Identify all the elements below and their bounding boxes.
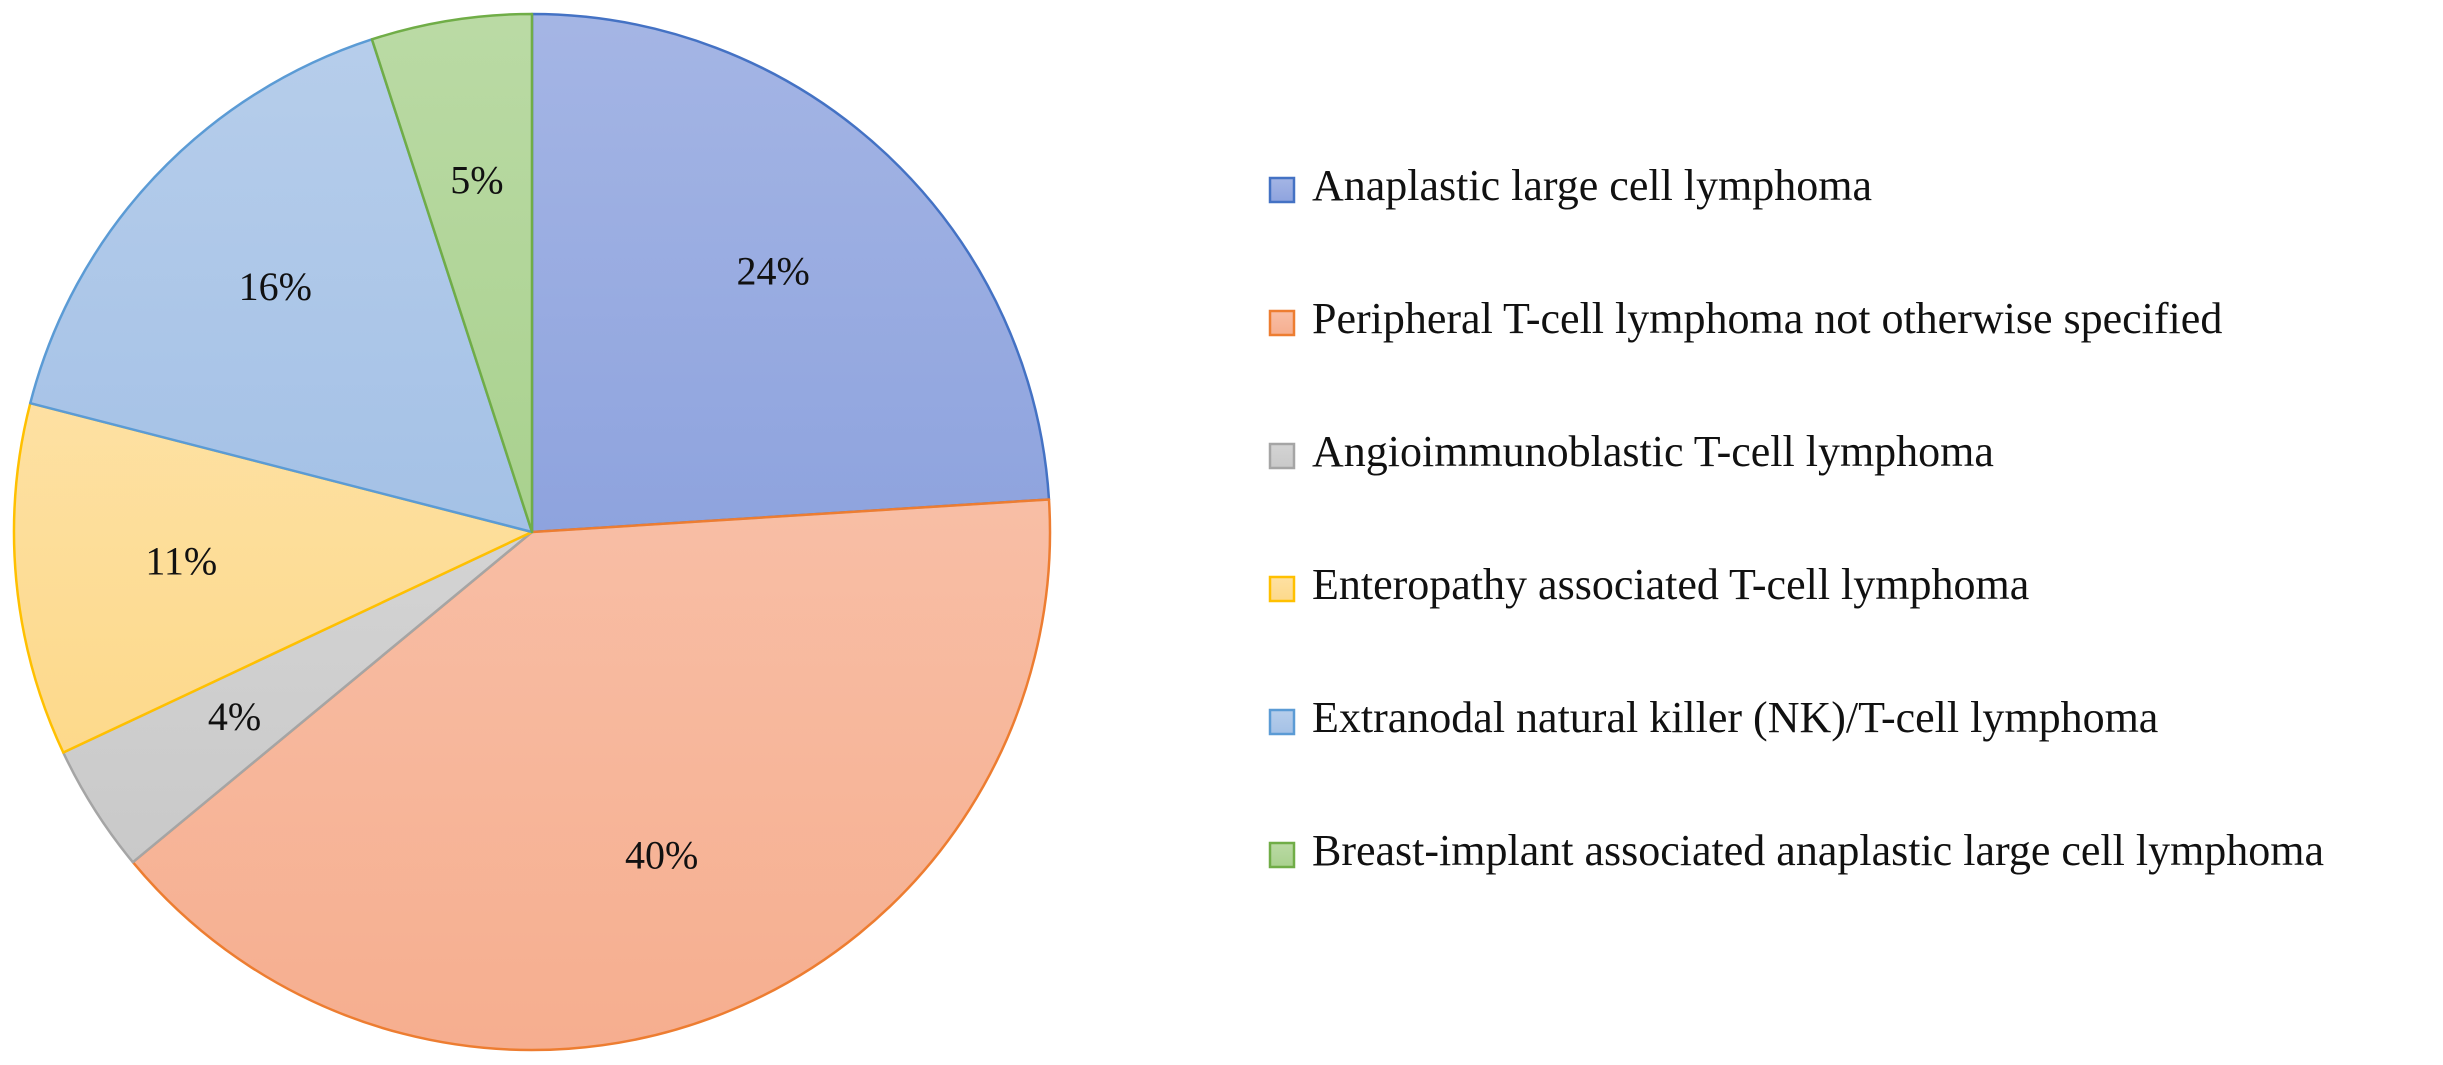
legend-item-peripheral-t-cell-lymphoma-not-otherwise-specified: Peripheral T-cell lymphoma not otherwise…	[1268, 294, 2222, 343]
legend-swatch-breast-implant-associated-anaplastic-large-cell-lymphoma	[1268, 841, 1296, 869]
slice-data-label-enteropathy-associated-t-cell-lymphoma: 11%	[145, 538, 217, 583]
slice-data-label-breast-implant-associated-anaplastic-large-cell-lymphoma: 5%	[450, 157, 503, 202]
slice-data-label-extranodal-natural-killer-nk-t-cell-lymphoma: 16%	[239, 264, 312, 309]
legend-item-enteropathy-associated-t-cell-lymphoma: Enteropathy associated T-cell lymphoma	[1268, 560, 2029, 609]
slice-data-label-anaplastic-large-cell-lymphoma: 24%	[736, 248, 809, 293]
legend-item-angioimmunoblastic-t-cell-lymphoma: Angioimmunoblastic T-cell lymphoma	[1268, 427, 1994, 476]
pie-slice-anaplastic-large-cell-lymphoma	[530, 12, 1051, 534]
pie-slice-peripheral-t-cell-lymphoma-not-otherwise-specified	[131, 498, 1052, 1052]
legend-item-extranodal-natural-killer-nk-t-cell-lymphoma: Extranodal natural killer (NK)/T-cell ly…	[1268, 693, 2158, 742]
legend-label-extranodal-natural-killer-nk-t-cell-lymphoma: Extranodal natural killer (NK)/T-cell ly…	[1312, 693, 2158, 742]
legend-swatch-anaplastic-large-cell-lymphoma	[1268, 176, 1296, 204]
slice-data-label-peripheral-t-cell-lymphoma-not-otherwise-specified: 40%	[625, 833, 698, 878]
pie-slice-labels: 24% 40% 4% 11% 16% 5%	[145, 157, 809, 877]
legend-item-breast-implant-associated-anaplastic-large-cell-lymphoma: Breast-implant associated anaplastic lar…	[1268, 826, 2324, 875]
pie-slices	[12, 12, 1052, 1052]
chart-legend: Anaplastic large cell lymphoma Peripheral…	[1268, 161, 2324, 875]
legend-item-anaplastic-large-cell-lymphoma: Anaplastic large cell lymphoma	[1268, 161, 1872, 210]
legend-swatch-peripheral-t-cell-lymphoma-not-otherwise-specified	[1268, 309, 1296, 337]
slice-data-label-angioimmunoblastic-t-cell-lymphoma: 4%	[208, 694, 261, 739]
legend-swatch-angioimmunoblastic-t-cell-lymphoma	[1268, 442, 1296, 470]
legend-label-angioimmunoblastic-t-cell-lymphoma: Angioimmunoblastic T-cell lymphoma	[1312, 427, 1994, 476]
legend-label-peripheral-t-cell-lymphoma-not-otherwise-specified: Peripheral T-cell lymphoma not otherwise…	[1312, 294, 2222, 343]
legend-swatch-extranodal-natural-killer-nk-t-cell-lymphoma	[1268, 708, 1296, 736]
pie-slice-extranodal-natural-killer-nk-t-cell-lymphoma	[29, 38, 534, 534]
pie-slice-breast-implant-associated-anaplastic-large-cell-lymphoma	[370, 12, 534, 534]
legend-label-enteropathy-associated-t-cell-lymphoma: Enteropathy associated T-cell lymphoma	[1312, 560, 2029, 609]
legend-label-breast-implant-associated-anaplastic-large-cell-lymphoma: Breast-implant associated anaplastic lar…	[1312, 826, 2324, 875]
pie-slice-enteropathy-associated-t-cell-lymphoma	[12, 401, 534, 754]
legend-swatch-enteropathy-associated-t-cell-lymphoma	[1268, 575, 1296, 603]
legend-label-anaplastic-large-cell-lymphoma: Anaplastic large cell lymphoma	[1312, 161, 1872, 210]
